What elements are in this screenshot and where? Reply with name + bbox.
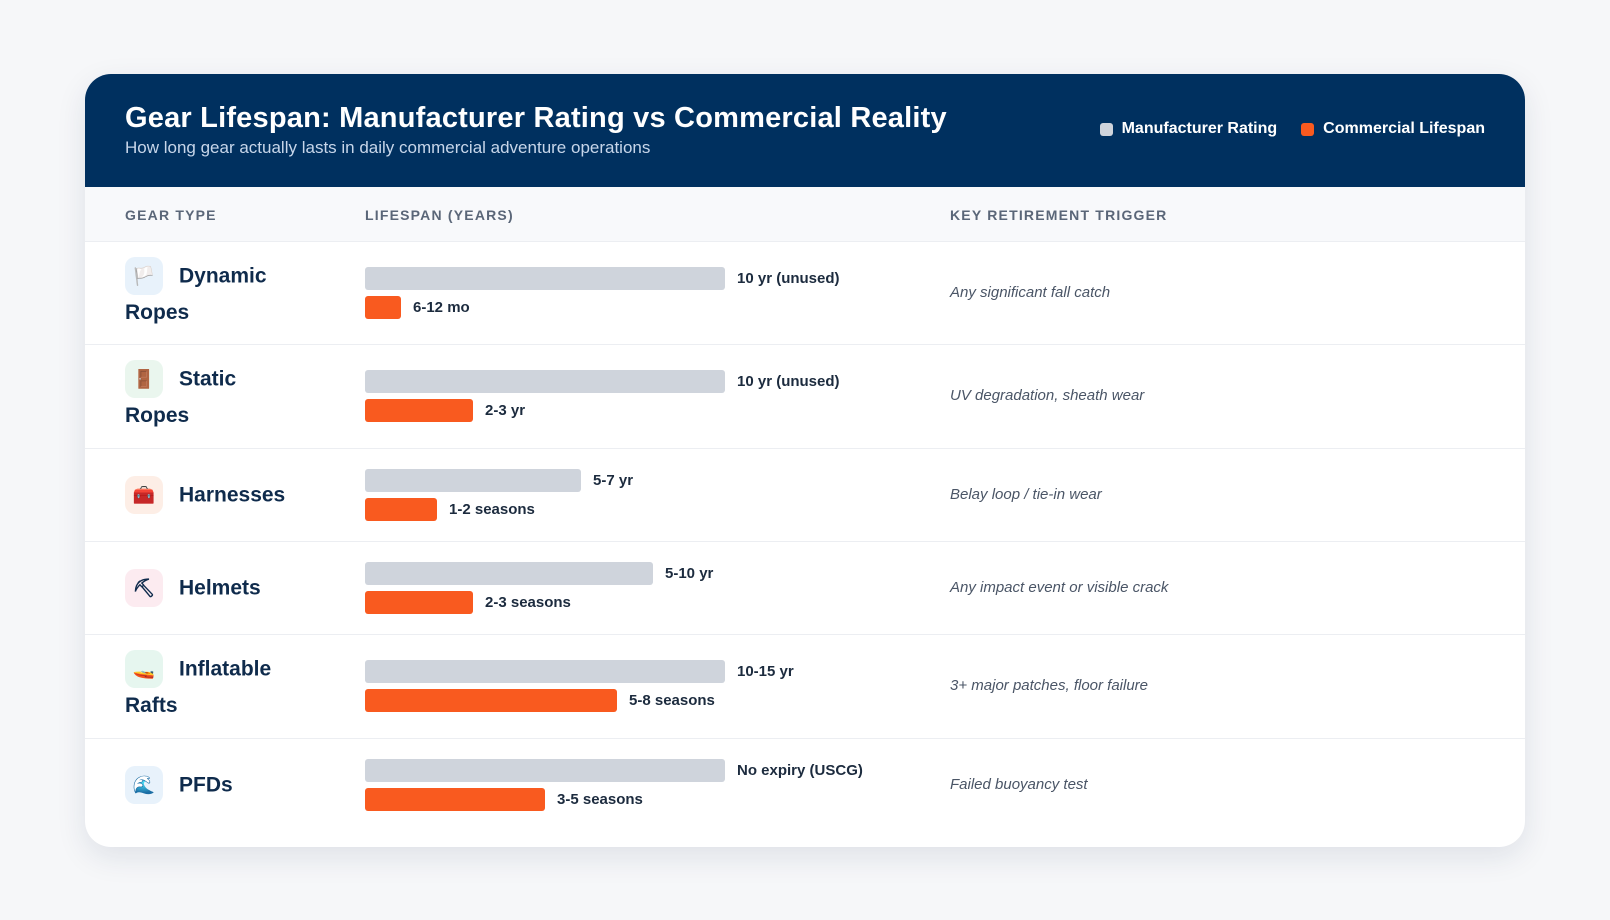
commercial-bar xyxy=(365,295,401,319)
commercial-bar xyxy=(365,689,617,712)
lifespan-bars: 5-10 yr 2-3 seasons xyxy=(365,561,905,614)
gear-name-first: Static xyxy=(179,367,237,391)
retirement-trigger: Any significant fall catch xyxy=(950,283,1111,301)
chart-card: Gear Lifespan: Manufacturer Rating vs Co… xyxy=(85,74,1525,847)
table-row: 🌊 PFDs No expiry (USCG) 3-5 seasons Failed b… xyxy=(85,738,1525,831)
legend-swatch-commercial xyxy=(1301,122,1315,136)
column-header-trigger: KEY RETIREMENT TRIGGER xyxy=(950,207,1168,223)
chart-header: Gear Lifespan: Manufacturer Rating vs Co… xyxy=(85,74,1525,187)
gear-name-harnesses: 🧰 Harnesses xyxy=(125,475,345,514)
manufacturer-value-label: 5-10 yr xyxy=(665,564,714,582)
lifespan-bars: No expiry (USCG) 3-5 seasons xyxy=(365,758,905,811)
commercial-value-label: 1-2 seasons xyxy=(449,500,535,518)
gear-name-first: Inflatable xyxy=(179,657,272,681)
gear-name-rest: Ropes xyxy=(125,301,190,324)
commercial-value-label: 2-3 seasons xyxy=(485,593,571,611)
lifespan-bars: 10 yr (unused) 6-12 mo xyxy=(365,266,905,319)
manufacturer-bar xyxy=(365,468,581,492)
table-header: GEAR TYPE LIFESPAN (YEARS) KEY RETIREMEN… xyxy=(85,187,1525,242)
column-header-lifespan: LIFESPAN (YEARS) xyxy=(365,207,514,223)
gear-name-first: PFDs xyxy=(179,773,233,796)
retirement-trigger: Any impact event or visible crack xyxy=(950,578,1169,596)
manufacturer-value-label: 10 yr (unused) xyxy=(737,373,840,390)
manufacturer-value-label: 5-7 yr xyxy=(593,471,634,489)
legend-swatch-manufacturer xyxy=(1099,122,1113,136)
door-icon: 🚪 xyxy=(125,360,163,398)
gear-name-rest: Ropes xyxy=(125,404,190,427)
retirement-trigger: 3+ major patches, floor failure xyxy=(950,677,1149,694)
manufacturer-bar xyxy=(365,561,653,585)
legend-label-commercial: Commercial Lifespan xyxy=(1323,120,1485,137)
table-row: ⛏ Helmets 5-10 yr 2-3 seasons Any impact eve… xyxy=(85,541,1525,635)
retirement-trigger: Failed buoyancy test xyxy=(950,775,1088,793)
manufacturer-value-label: 10 yr (unused) xyxy=(737,269,840,287)
boat-icon: 🚤 xyxy=(125,650,163,688)
commercial-value-label: 6-12 mo xyxy=(413,298,470,316)
gear-name-static-ropes: 🚪 Static Ropes xyxy=(125,360,345,433)
table-row: 🧰 Harnesses 5-7 yr 1-2 seasons Belay loop / … xyxy=(85,448,1525,542)
gear-name-pfds: 🌊 PFDs xyxy=(125,765,345,804)
manufacturer-bar xyxy=(365,370,725,393)
legend-item-commercial: Commercial Lifespan xyxy=(1301,120,1485,138)
manufacturer-bar xyxy=(365,660,725,683)
legend: Manufacturer Rating Commercial Lifespan xyxy=(1099,120,1485,138)
gear-name-first: Harnesses xyxy=(179,483,286,506)
lifespan-bars: 5-7 yr 1-2 seasons xyxy=(365,468,905,521)
chart-title: Gear Lifespan: Manufacturer Rating vs Co… xyxy=(125,102,947,134)
manufacturer-value-label: 10-15 yr xyxy=(737,663,794,680)
table-row: 🏳️ Dynamic Ropes 10 yr (unused) 6-12 mo Any s… xyxy=(85,241,1525,345)
gear-name-helmets: ⛏ Helmets xyxy=(125,568,345,607)
gear-name-inflatable-rafts: 🚤 Inflatable Rafts xyxy=(125,650,345,723)
manufacturer-bar xyxy=(365,266,725,290)
gear-name-rest: Rafts xyxy=(125,694,178,717)
gear-name-dynamic-ropes: 🏳️ Dynamic Ropes xyxy=(125,257,345,330)
legend-label-manufacturer: Manufacturer Rating xyxy=(1121,120,1278,137)
commercial-value-label: 5-8 seasons xyxy=(629,692,715,709)
table-row: 🚪 Static Ropes 10 yr (unused) 2-3 yr UV degra… xyxy=(85,344,1525,449)
table-row: 🚤 Inflatable Rafts 10-15 yr 5-8 seasons 3+ ma… xyxy=(85,634,1525,739)
manufacturer-value-label: No expiry (USCG) xyxy=(737,761,863,779)
commercial-bar xyxy=(365,399,473,422)
retirement-trigger: Belay loop / tie-in wear xyxy=(950,485,1102,503)
chart-subtitle: How long gear actually lasts in daily co… xyxy=(125,138,651,157)
lifespan-bars: 10-15 yr 5-8 seasons xyxy=(365,660,905,712)
legend-item-manufacturer: Manufacturer Rating xyxy=(1099,120,1278,138)
manufacturer-bar xyxy=(365,758,725,782)
commercial-value-label: 2-3 yr xyxy=(485,402,526,419)
lifespan-bars: 10 yr (unused) 2-3 yr xyxy=(365,370,905,422)
commercial-bar xyxy=(365,590,473,614)
wave-icon: 🌊 xyxy=(125,765,163,804)
flag-icon: 🏳️ xyxy=(125,257,163,295)
pick-icon: ⛏ xyxy=(125,568,163,607)
gear-name-first: Dynamic xyxy=(179,264,267,288)
retirement-trigger: UV degradation, sheath wear xyxy=(950,387,1145,404)
toolbox-icon: 🧰 xyxy=(125,475,163,514)
gear-name-first: Helmets xyxy=(179,576,261,599)
commercial-value-label: 3-5 seasons xyxy=(557,790,643,808)
commercial-bar xyxy=(365,497,437,521)
commercial-bar xyxy=(365,787,545,811)
column-header-gear-type: GEAR TYPE xyxy=(125,207,217,223)
